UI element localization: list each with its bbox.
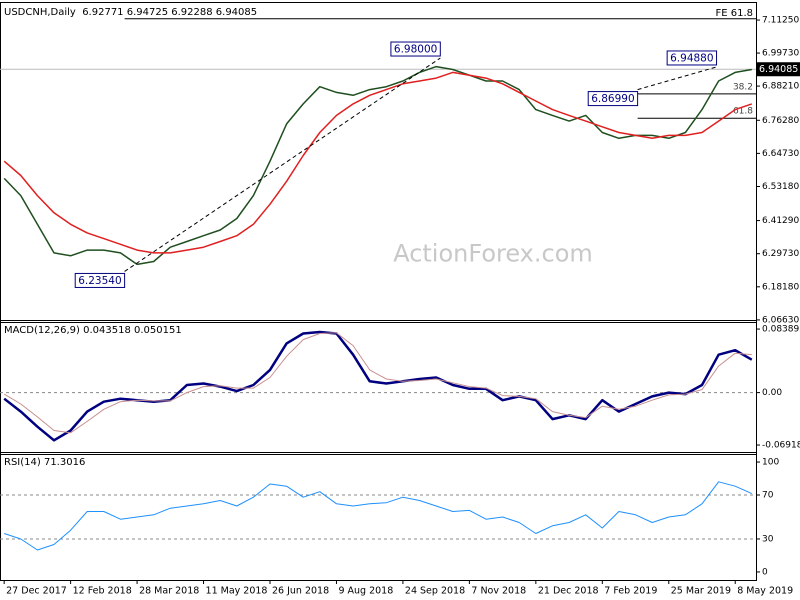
pivot-box [390,41,441,57]
y-tick-label: 7.11250 [762,16,799,26]
panel-frame [0,2,757,323]
y-tick-label: 70 [762,491,774,501]
panel-frame [0,452,757,581]
y-tick-label: 6.99730 [762,49,799,59]
y-tick-label: -0.069189 [762,441,800,451]
y-tick-label: 0 [762,567,768,577]
y-tick-label: 6.64730 [762,149,799,159]
x-tick-label: 26 Jun 2018 [272,586,329,597]
x-tick-label: 27 Dec 2017 [6,586,67,597]
y-tick-label: 6.53180 [762,182,799,192]
last-price-label: 6.94085 [759,64,798,75]
series-line [3,332,752,434]
y-tick-label: 0.00 [762,388,782,398]
last-price-box [756,62,800,77]
series-line [4,481,753,551]
y-tick-label: 100 [762,458,779,468]
fib-label: 61.8 [733,107,753,117]
panel-title: RSI(14) 71.3016 [4,457,85,468]
watermark: ActionForex.com [393,240,593,268]
y-tick-label: 0.083892 [762,325,800,335]
pivot-box [587,91,639,107]
trend-line [124,57,441,272]
panel-frame [0,320,757,455]
x-tick-label: 11 May 2018 [206,586,268,597]
x-tick-label: 21 Dec 2018 [538,586,599,597]
y-tick-label: 30 [762,534,774,544]
series-line [3,65,752,266]
y-tick-label: 6.88210 [762,82,799,92]
x-tick-label: 25 Mar 2019 [671,586,731,597]
y-tick-label: 6.06630 [762,315,799,325]
series-line [3,71,753,254]
panel-title: MACD(12,26,9) 0.043518 0.050151 [4,325,182,336]
fib-label: 38.2 [733,82,753,92]
x-tick-label: 12 Feb 2018 [73,586,132,597]
x-tick-label: 28 Mar 2018 [139,586,199,597]
x-tick-label: 7 Feb 2019 [604,586,657,597]
panel-title: USDCNH,Daily 6.92771 6.94725 6.92288 6.9… [4,7,257,18]
x-tick-label: 8 May 2019 [737,586,793,597]
y-tick-label: 6.29730 [762,249,799,259]
pivot-label: 6.23540 [78,275,121,287]
x-tick-label: 7 Nov 2018 [471,586,526,597]
pivot-label: 6.98000 [394,44,437,56]
fe-label: FE 61.8 [715,8,753,19]
y-tick-label: 6.18180 [762,282,799,292]
x-tick-label: 9 Aug 2018 [338,586,393,597]
y-tick-label: 6.41290 [762,216,799,226]
y-tick-label: 6.76280 [762,116,799,126]
pivot-box [666,50,718,66]
pivot-box [74,272,126,288]
pivot-label: 6.94880 [670,52,713,64]
pivot-label: 6.86990 [591,93,634,105]
x-tick-label: 24 Sep 2018 [405,586,465,597]
